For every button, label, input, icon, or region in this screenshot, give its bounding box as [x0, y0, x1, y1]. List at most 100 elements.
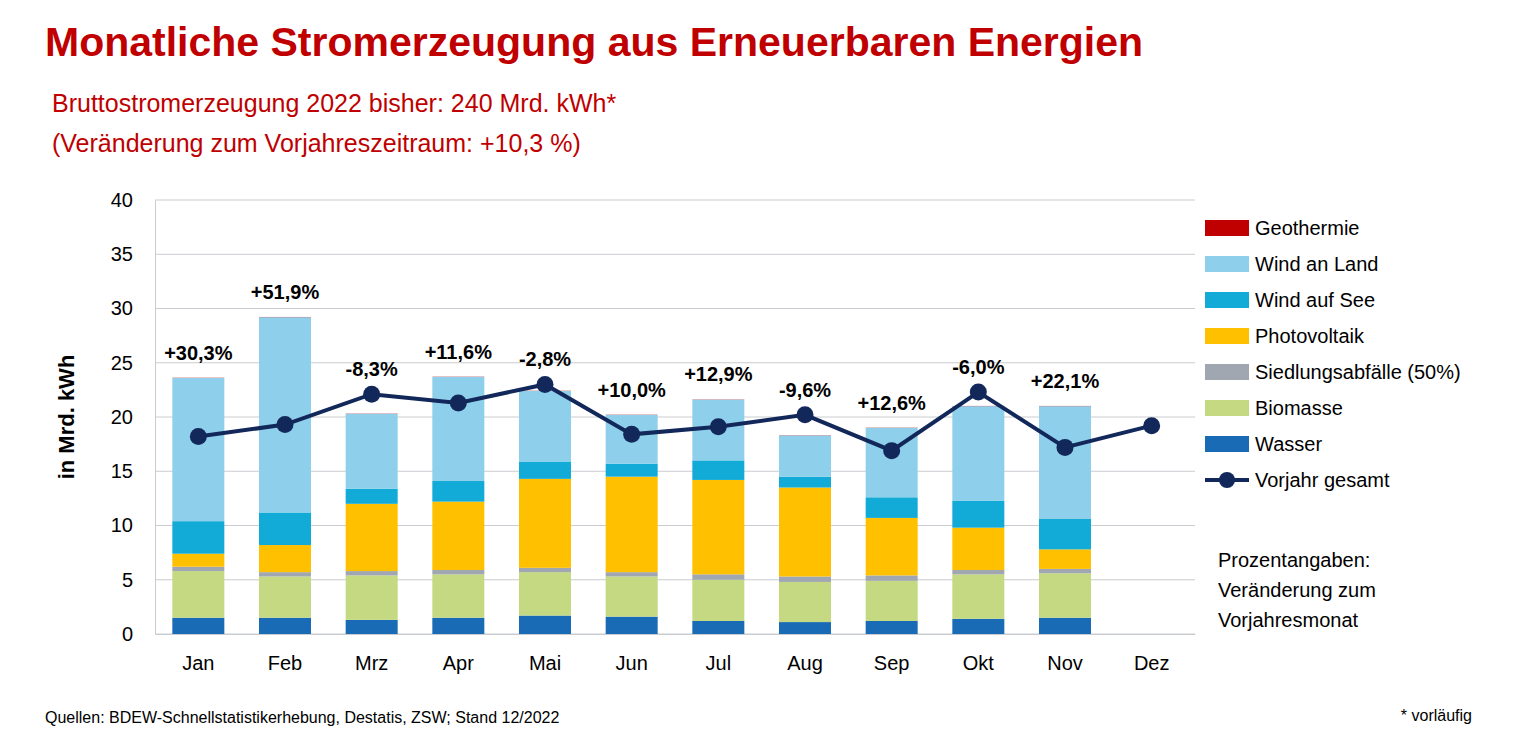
legend-swatch	[1205, 220, 1249, 236]
bar	[606, 477, 658, 572]
bar	[692, 621, 744, 634]
legend-label: Wind an Land	[1255, 253, 1378, 275]
x-tick: Jun	[616, 634, 648, 674]
line-marker	[623, 426, 640, 443]
line-marker	[190, 428, 207, 445]
x-tick: Jul	[706, 634, 732, 674]
bar	[952, 619, 1004, 634]
line-marker	[883, 442, 900, 459]
annotations: +30,3%+51,9%-8,3%+11,6%-2,8%+10,0%+12,9%…	[164, 281, 1099, 414]
legend-swatch	[1205, 328, 1249, 344]
x-tick-label: Feb	[268, 652, 302, 674]
line-marker	[277, 416, 294, 433]
bar	[346, 414, 398, 489]
bar	[172, 618, 224, 634]
annotation: +22,1%	[1031, 370, 1100, 392]
line-marker	[970, 384, 987, 401]
bar	[1039, 519, 1091, 549]
line-marker	[1057, 439, 1074, 456]
bar	[432, 570, 484, 574]
bar	[519, 568, 571, 572]
y-axis-line	[155, 201, 156, 635]
y-tick: 0	[122, 623, 155, 645]
bar	[172, 567, 224, 571]
bar	[952, 528, 1004, 570]
bar	[606, 414, 658, 415]
bar	[172, 554, 224, 567]
legend-swatch	[1205, 400, 1249, 416]
bar	[519, 479, 571, 568]
bar	[779, 435, 831, 476]
bar	[952, 501, 1004, 528]
bar	[779, 582, 831, 622]
legend-marker	[1219, 472, 1235, 488]
bar	[519, 616, 571, 634]
y-tick: 25	[111, 352, 155, 374]
legend-label: Photovoltaik	[1255, 325, 1365, 347]
bar	[1039, 573, 1091, 617]
y-tick: 10	[111, 514, 155, 536]
y-tick-label: 40	[111, 189, 133, 211]
bar	[779, 435, 831, 436]
annotation: -6,0%	[952, 356, 1004, 378]
bar	[259, 316, 311, 317]
bar	[952, 570, 1004, 574]
bar	[346, 571, 398, 575]
y-tick-label: 15	[111, 460, 133, 482]
subtitle: Bruttostromerzeugung 2022 bisher: 240 Mr…	[52, 89, 616, 117]
bar-series	[172, 571, 1091, 622]
legend-label: Geothermie	[1255, 217, 1360, 239]
bar	[779, 488, 831, 577]
line-series	[190, 376, 1160, 459]
x-tick-label: Sep	[874, 652, 910, 674]
bar	[259, 572, 311, 576]
bar	[866, 518, 918, 576]
bar	[432, 376, 484, 377]
line-marker	[710, 418, 727, 435]
x-tick-label: Apr	[443, 652, 474, 674]
bar	[259, 576, 311, 617]
line-marker	[1143, 417, 1160, 434]
x-tick-label: Dez	[1134, 652, 1170, 674]
bar	[432, 377, 484, 481]
line-marker	[450, 394, 467, 411]
annotation: +51,9%	[251, 281, 320, 303]
line-marker	[797, 406, 814, 423]
legend-label: Siedlungsabfälle (50%)	[1255, 361, 1461, 383]
bar	[519, 461, 571, 478]
y-tick: 40	[111, 189, 155, 211]
grid-line	[155, 254, 1195, 255]
bar	[606, 572, 658, 576]
bar	[346, 620, 398, 634]
bar	[606, 576, 658, 616]
y-tick-label: 0	[122, 623, 133, 645]
source: Quellen: BDEW-Schnellstatistikerhebung, …	[45, 709, 559, 726]
y-tick: 15	[111, 460, 155, 482]
bar	[432, 574, 484, 617]
x-tick: Sep	[874, 634, 910, 674]
footnote: * vorläufig	[1401, 707, 1472, 724]
legend-swatch	[1205, 364, 1249, 380]
note: Veränderung zum	[1218, 579, 1376, 601]
bar	[866, 497, 918, 518]
legend-label: Wind auf See	[1255, 289, 1375, 311]
bar	[346, 489, 398, 504]
bar	[692, 480, 744, 574]
subtitle: (Veränderung zum Vorjahreszeitraum: +10,…	[52, 129, 581, 157]
note: Prozentangaben:	[1218, 549, 1370, 571]
legend-swatch	[1205, 292, 1249, 308]
x-tick: Dez	[1134, 634, 1170, 674]
y-tick: 5	[122, 569, 155, 591]
annotation: -8,3%	[346, 358, 398, 380]
bar	[866, 427, 918, 428]
bar	[952, 406, 1004, 500]
bar	[692, 399, 744, 400]
legend: Geothermie Wind an Land Wind auf See Photov…	[1205, 217, 1461, 491]
x-tick-label: Jun	[616, 652, 648, 674]
bar	[346, 575, 398, 619]
bar-series	[172, 317, 1091, 521]
grid-line	[155, 308, 1195, 309]
x-tick-label: Okt	[963, 652, 995, 674]
annotation: -9,6%	[779, 379, 831, 401]
x-tick: Mrz	[355, 634, 388, 674]
